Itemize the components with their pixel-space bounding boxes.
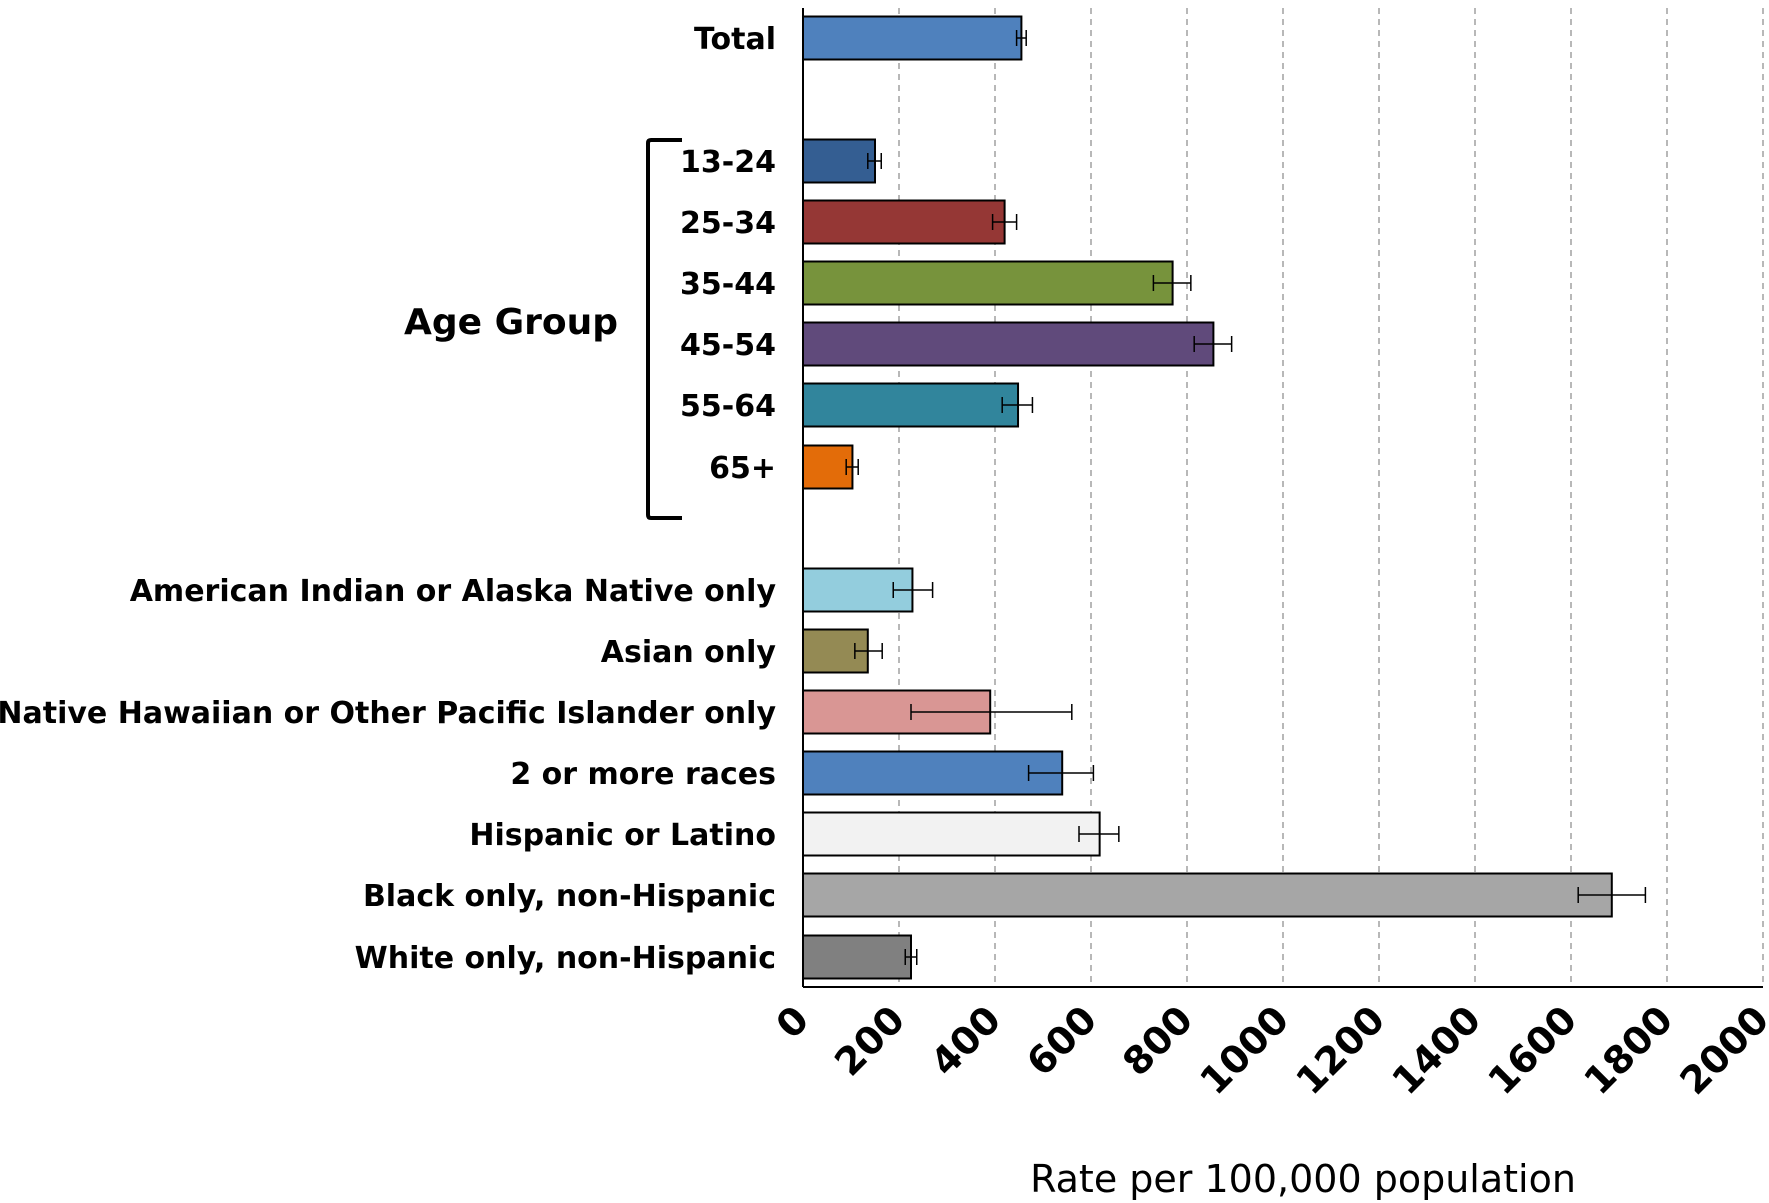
error-bar-white-only-non-hispanic [904, 949, 918, 965]
x-axis-title: Rate per 100,000 population [1030, 1157, 1576, 1201]
error-bar-13-24 [867, 153, 882, 169]
bar-2-or-more-races [802, 750, 1064, 796]
error-bar-hispanic-or-latino [1078, 826, 1120, 842]
category-label-black-only-non-hispanic: Black only, non-Hispanic [363, 879, 776, 914]
bar-25-34 [802, 199, 1006, 245]
bar-hispanic-or-latino [802, 811, 1101, 857]
bar-total [802, 15, 1023, 61]
error-bars [845, 30, 1647, 965]
category-label-white-only-non-hispanic: White only, non-Hispanic [355, 941, 776, 976]
error-bar-native-hawaiian-or-other-pacific-islander-only [910, 704, 1073, 720]
error-bar-black-only-non-hispanic [1577, 887, 1647, 903]
bars [802, 15, 1613, 980]
bar-35-44 [802, 260, 1174, 306]
category-label-25-34: 25-34 [680, 206, 776, 241]
category-label-native-hawaiian-or-other-pacific-islander-only: Native Hawaiian or Other Pacific Islande… [0, 696, 776, 731]
x-tick-label-0: 0 [768, 997, 818, 1047]
x-tick-label-800: 800 [1114, 997, 1201, 1084]
x-tick-label-400: 400 [922, 997, 1009, 1084]
error-bar-asian-only [854, 643, 883, 659]
x-tick-label-1200: 1200 [1287, 997, 1393, 1103]
error-bar-45-54 [1193, 336, 1233, 352]
bar-55-64 [802, 382, 1020, 428]
bar-65 [802, 444, 854, 490]
age-group-bracket [646, 138, 682, 520]
bar-white-only-non-hispanic [802, 934, 912, 980]
bar-45-54 [802, 321, 1215, 367]
error-bar-55-64 [1001, 397, 1034, 413]
x-tick-label-1800: 1800 [1575, 997, 1681, 1103]
category-label-35-44: 35-44 [680, 267, 776, 302]
category-label-total: Total [694, 22, 776, 57]
age-group-label: Age Group [404, 302, 618, 343]
category-label-45-54: 45-54 [680, 328, 776, 363]
x-tick-label-1600: 1600 [1479, 997, 1585, 1103]
error-bar-65 [845, 459, 859, 475]
x-tick-label-600: 600 [1018, 997, 1105, 1084]
x-tick-label-200: 200 [826, 997, 913, 1084]
category-label-asian-only: Asian only [601, 635, 777, 670]
x-tick-label-1400: 1400 [1383, 997, 1489, 1103]
error-bar-35-44 [1152, 275, 1192, 291]
category-label-65: 65+ [709, 451, 776, 486]
bar-13-24 [802, 138, 876, 184]
category-label-13-24: 13-24 [680, 145, 776, 180]
category-label-2-or-more-races: 2 or more races [510, 757, 776, 792]
error-bar-2-or-more-races [1027, 765, 1095, 781]
bar-black-only-non-hispanic [802, 872, 1613, 918]
x-tick-label-2000: 2000 [1671, 997, 1769, 1103]
category-label-american-indian-or-alaska-native-only: American Indian or Alaska Native only [130, 574, 777, 609]
x-tick-label-1000: 1000 [1191, 997, 1297, 1103]
error-bar-american-indian-or-alaska-native-only [892, 582, 934, 598]
error-bar-25-34 [991, 214, 1018, 230]
category-label-55-64: 55-64 [680, 389, 776, 424]
category-label-hispanic-or-latino: Hispanic or Latino [469, 818, 776, 853]
category-labels: Total 13-24 25-34 35-44 45-54 55-64 65+ America… [0, 22, 776, 976]
error-bar-total [1015, 30, 1027, 46]
